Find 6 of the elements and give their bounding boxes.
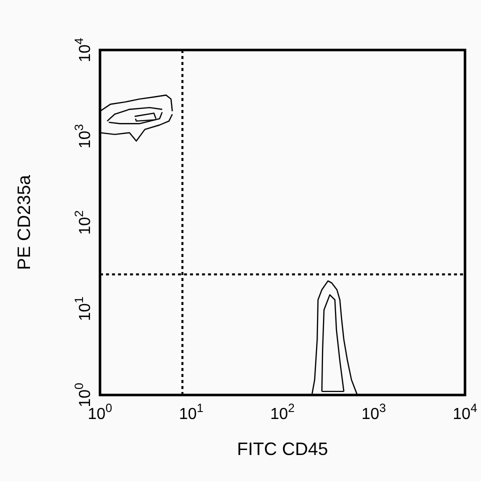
y-axis-title: PE CD235a [14,174,34,270]
x-tick-label: 10$^{1}$ [179,401,204,423]
x-tick-label: 10$^{4}$ [452,401,478,423]
x-tick-label: 10$^{3}$ [362,401,386,423]
x-tick-label: 10$^{2}$ [270,401,296,423]
x-axis-title: FITC CD45 [236,439,328,459]
